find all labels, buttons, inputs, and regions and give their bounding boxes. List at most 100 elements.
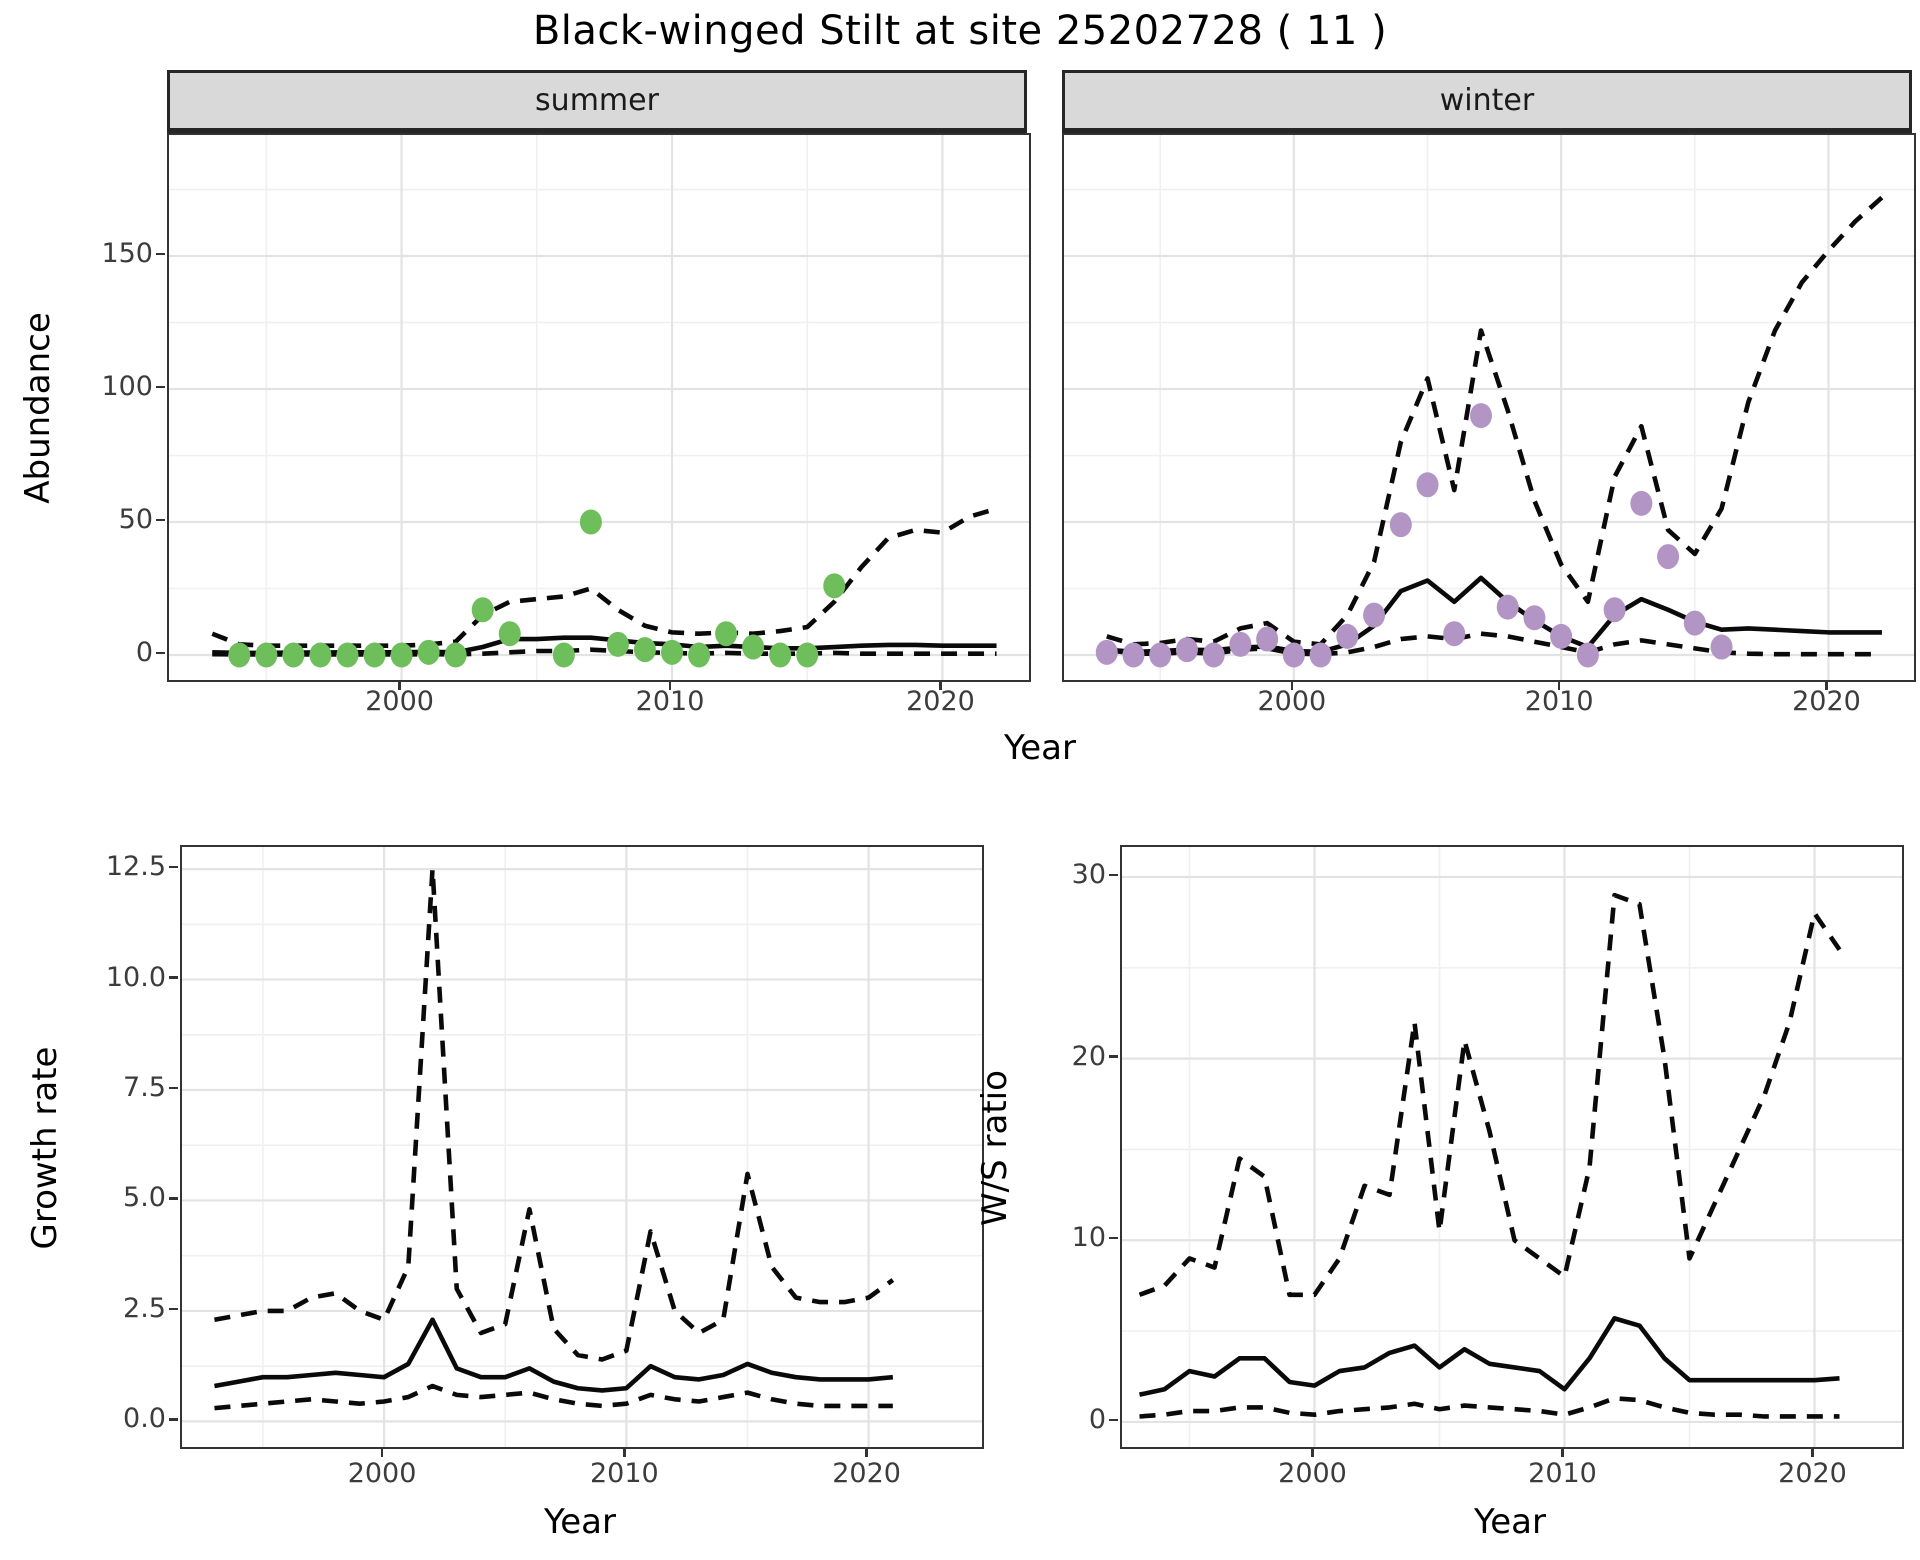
observed-count-summer-point bbox=[390, 642, 413, 668]
observed-count-winter-point bbox=[1202, 642, 1225, 668]
ws-ratio-upper-ci-line bbox=[1138, 892, 1842, 1298]
panel-abundance-winter bbox=[1062, 133, 1916, 682]
y-tick-mark bbox=[168, 976, 178, 979]
observed-count-summer-point bbox=[228, 642, 251, 668]
observed-count-winter-point bbox=[1576, 642, 1599, 668]
observed-count-winter-point bbox=[1443, 621, 1466, 647]
abundance-winter-upper-ci-line bbox=[1106, 195, 1884, 647]
observed-count-summer-point bbox=[715, 621, 738, 647]
observed-count-winter-point bbox=[1683, 610, 1706, 636]
observed-count-summer-point bbox=[336, 642, 359, 668]
observed-count-summer-point bbox=[688, 642, 711, 668]
observed-count-winter-point bbox=[1416, 472, 1439, 498]
facet-strip-winter: winter bbox=[1062, 70, 1912, 133]
y-tick-label: 7.5 bbox=[123, 1072, 166, 1103]
abundance-summer-upper-ci-line bbox=[211, 506, 998, 648]
growth-rate-plot bbox=[182, 847, 982, 1447]
y-axis-title-ws-ratio: W/S ratio bbox=[975, 1070, 1015, 1226]
y-tick-mark bbox=[155, 385, 165, 389]
abundance-summer-lower-ci-line bbox=[212, 647, 997, 657]
observed-count-winter-point bbox=[1496, 594, 1519, 620]
y-tick-mark bbox=[1108, 1237, 1118, 1240]
y-tick-mark bbox=[1108, 873, 1118, 877]
x-tick-mark bbox=[668, 680, 672, 690]
observed-count-summer-point bbox=[444, 642, 467, 668]
observed-count-summer-point bbox=[417, 639, 440, 665]
y-tick-mark bbox=[168, 1086, 178, 1090]
x-tick-label: 2000 bbox=[1257, 686, 1327, 717]
y-tick-mark bbox=[168, 1418, 178, 1421]
y-tick-label: 50 bbox=[118, 504, 153, 535]
y-tick-label: 2.5 bbox=[123, 1292, 166, 1324]
x-tick-mark bbox=[865, 1447, 868, 1457]
facet-strip-winter-label: winter bbox=[1439, 83, 1535, 118]
x-tick-label: 2000 bbox=[365, 686, 434, 717]
y-tick-mark bbox=[155, 518, 165, 522]
abundance-winter-plot bbox=[1064, 135, 1914, 680]
panel-growth-rate bbox=[180, 845, 984, 1449]
y-tick-label: 150 bbox=[101, 238, 153, 270]
y-tick-mark bbox=[1108, 1055, 1118, 1058]
observed-count-summer-point bbox=[579, 509, 602, 535]
observed-count-summer-point bbox=[498, 621, 521, 647]
x-tick-label: 2010 bbox=[1524, 686, 1594, 717]
x-tick-label: 2010 bbox=[1528, 1458, 1597, 1489]
observed-count-summer-point bbox=[633, 637, 656, 663]
x-axis-title-growth: Year bbox=[544, 1502, 616, 1542]
observed-count-summer-point bbox=[769, 642, 792, 668]
y-tick-label: 10 bbox=[1071, 1222, 1106, 1254]
observed-count-summer-point bbox=[606, 631, 629, 657]
observed-count-summer-point bbox=[363, 642, 386, 668]
x-tick-label: 2020 bbox=[832, 1458, 901, 1489]
x-tick-mark bbox=[380, 1447, 384, 1457]
observed-count-summer-point bbox=[309, 642, 332, 668]
observed-count-winter-point bbox=[1603, 597, 1626, 623]
observed-count-winter-point bbox=[1523, 605, 1546, 631]
facet-strip-summer-label: summer bbox=[535, 83, 659, 118]
x-tick-mark bbox=[623, 1447, 626, 1457]
observed-count-summer-point bbox=[823, 573, 846, 599]
y-tick-label: 30 bbox=[1071, 858, 1106, 890]
x-tick-mark bbox=[1825, 680, 1828, 690]
x-tick-mark bbox=[1290, 680, 1294, 690]
x-tick-label: 2020 bbox=[906, 686, 975, 717]
observed-count-winter-point bbox=[1550, 623, 1573, 649]
y-tick-label: 100 bbox=[101, 371, 153, 402]
growth-rate-lower-ci-line bbox=[214, 1383, 893, 1411]
x-tick-mark bbox=[1561, 1447, 1564, 1457]
observed-count-winter-point bbox=[1363, 602, 1386, 628]
x-axis-title-top: Year bbox=[1004, 728, 1076, 768]
facet-strip-summer: summer bbox=[167, 70, 1027, 133]
y-tick-label: 20 bbox=[1071, 1040, 1106, 1072]
y-tick-mark bbox=[155, 252, 165, 256]
x-tick-mark bbox=[398, 680, 401, 690]
observed-count-summer-point bbox=[552, 642, 575, 668]
observed-count-winter-point bbox=[1095, 639, 1118, 665]
y-tick-label: 0 bbox=[135, 636, 153, 668]
observed-count-winter-point bbox=[1309, 642, 1332, 668]
ws-ratio-lower-ci-line bbox=[1139, 1396, 1840, 1419]
observed-count-winter-point bbox=[1336, 623, 1359, 649]
x-tick-label: 2020 bbox=[1792, 686, 1861, 717]
x-tick-mark bbox=[1311, 1447, 1314, 1457]
y-axis-title-growth-rate: Growth rate bbox=[25, 1046, 65, 1250]
observed-count-winter-point bbox=[1122, 642, 1145, 668]
observed-count-summer-point bbox=[255, 642, 278, 668]
x-axis-title-ws: Year bbox=[1474, 1502, 1546, 1542]
ws-ratio-plot bbox=[1122, 847, 1902, 1447]
ws-ratio-mean-line bbox=[1139, 1316, 1840, 1397]
y-tick-mark bbox=[1108, 1418, 1118, 1422]
observed-count-winter-point bbox=[1256, 626, 1279, 652]
observed-count-winter-point bbox=[1469, 403, 1492, 429]
y-tick-mark bbox=[155, 651, 165, 655]
abundance-summer-plot bbox=[169, 135, 1029, 680]
y-tick-label: 12.5 bbox=[105, 851, 166, 883]
x-tick-label: 2020 bbox=[1778, 1458, 1847, 1489]
growth-rate-upper-ci-line bbox=[214, 866, 895, 1362]
observed-count-winter-point bbox=[1282, 642, 1305, 668]
observed-count-winter-point bbox=[1389, 512, 1412, 538]
abundance-winter-lower-ci-line bbox=[1106, 631, 1882, 657]
observed-count-winter-point bbox=[1657, 544, 1680, 570]
y-tick-mark bbox=[168, 1307, 178, 1311]
